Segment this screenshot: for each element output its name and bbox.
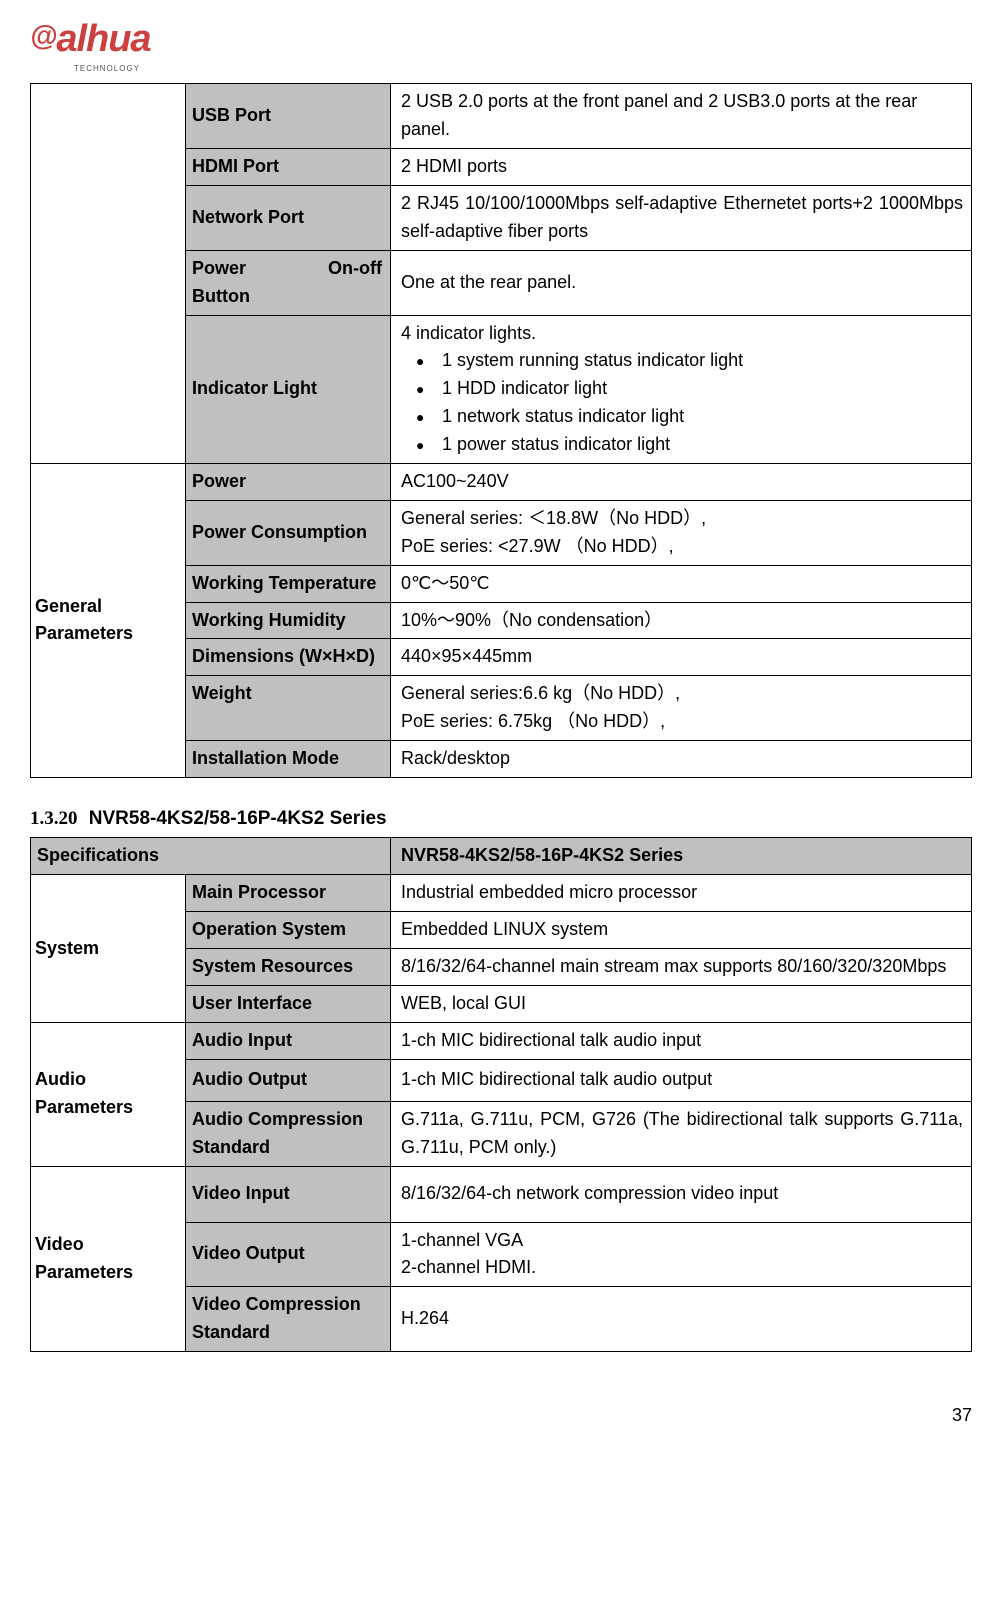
spec-table-1: USB Port 2 USB 2.0 ports at the front pa… bbox=[30, 83, 972, 778]
param-label: Dimensions (W×H×D) bbox=[186, 639, 391, 676]
param-label: Working Humidity bbox=[186, 602, 391, 639]
table-row: USB Port 2 USB 2.0 ports at the front pa… bbox=[31, 84, 972, 149]
param-label: Network Port bbox=[186, 185, 391, 250]
param-value: 2 HDMI ports bbox=[391, 149, 972, 186]
param-value: 4 indicator lights. 1 system running sta… bbox=[391, 315, 972, 463]
brand-logo: @alhua TECHNOLOGY bbox=[30, 10, 972, 75]
param-label: Audio Input bbox=[186, 1022, 391, 1059]
category-label: Audio Parameters bbox=[31, 1022, 186, 1166]
param-value: 2 RJ45 10/100/1000Mbps self-adaptive Eth… bbox=[391, 185, 972, 250]
param-value: 0℃～50℃ bbox=[391, 565, 972, 602]
list-item: 1 system running status indicator light bbox=[421, 347, 963, 375]
param-value: 1-channel VGA 2-channel HDMI. bbox=[391, 1222, 972, 1287]
param-value: WEB, local GUI bbox=[391, 985, 972, 1022]
category-label: System bbox=[31, 875, 186, 1023]
section-heading: 1.3.20 NVR58-4KS2/58-16P-4KS2 Series bbox=[30, 804, 972, 833]
param-label: Video Compression Standard bbox=[186, 1287, 391, 1352]
param-label: Video Output bbox=[186, 1222, 391, 1287]
section-number: 1.3.20 bbox=[30, 808, 78, 829]
param-value: Industrial embedded micro processor bbox=[391, 875, 972, 912]
spec-table-2: Specifications NVR58-4KS2/58-16P-4KS2 Se… bbox=[30, 837, 972, 1352]
param-value: General series:6.6 kg（No HDD）, PoE serie… bbox=[391, 676, 972, 741]
param-label: Operation System bbox=[186, 912, 391, 949]
param-label: Working Temperature bbox=[186, 565, 391, 602]
table-row: Audio Parameters Audio Input 1-ch MIC bi… bbox=[31, 1022, 972, 1059]
param-value: General series: ＜18.8W（No HDD）, PoE seri… bbox=[391, 500, 972, 565]
param-value: Embedded LINUX system bbox=[391, 912, 972, 949]
table-row: Video Parameters Video Input 8/16/32/64-… bbox=[31, 1166, 972, 1222]
param-label: Video Input bbox=[186, 1166, 391, 1222]
param-value: One at the rear panel. bbox=[391, 250, 972, 315]
param-label: USB Port bbox=[186, 84, 391, 149]
param-label: Weight bbox=[186, 676, 391, 741]
page-number: 37 bbox=[30, 1402, 972, 1430]
param-label: Audio Compression Standard bbox=[186, 1101, 391, 1166]
param-value: AC100~240V bbox=[391, 463, 972, 500]
param-value: G.711a, G.711u, PCM, G726 (The bidirecti… bbox=[391, 1101, 972, 1166]
category-label: Video Parameters bbox=[31, 1166, 186, 1352]
spec-header-label: Specifications bbox=[31, 838, 391, 875]
category-label: General Parameters bbox=[31, 463, 186, 777]
table-row: Specifications NVR58-4KS2/58-16P-4KS2 Se… bbox=[31, 838, 972, 875]
param-value: 10%～90%（No condensation） bbox=[391, 602, 972, 639]
param-value: H.264 bbox=[391, 1287, 972, 1352]
table-row: General Parameters Power AC100~240V bbox=[31, 463, 972, 500]
param-value: 1-ch MIC bidirectional talk audio input bbox=[391, 1022, 972, 1059]
param-label: Main Processor bbox=[186, 875, 391, 912]
param-value: 2 USB 2.0 ports at the front panel and 2… bbox=[391, 84, 972, 149]
param-label: Power Consumption bbox=[186, 500, 391, 565]
list-item: 1 network status indicator light bbox=[421, 403, 963, 431]
param-label: Indicator Light bbox=[186, 315, 391, 463]
param-value: 440×95×445mm bbox=[391, 639, 972, 676]
list-item: 1 HDD indicator light bbox=[421, 375, 963, 403]
param-value: 8/16/32/64-ch network compression video … bbox=[391, 1166, 972, 1222]
param-label: System Resources bbox=[186, 949, 391, 986]
param-value: 1-ch MIC bidirectional talk audio output bbox=[391, 1059, 972, 1101]
table-row: System Main Processor Industrial embedde… bbox=[31, 875, 972, 912]
param-label: PowerOn-off Button bbox=[186, 250, 391, 315]
section-title: NVR58-4KS2/58-16P-4KS2 Series bbox=[89, 808, 387, 829]
param-label: Installation Mode bbox=[186, 741, 391, 778]
param-value: 8/16/32/64-channel main stream max suppo… bbox=[391, 949, 972, 986]
param-label: Audio Output bbox=[186, 1059, 391, 1101]
list-item: 1 power status indicator light bbox=[421, 431, 963, 459]
param-label: Power bbox=[186, 463, 391, 500]
param-label: User Interface bbox=[186, 985, 391, 1022]
param-value: Rack/desktop bbox=[391, 741, 972, 778]
param-label: HDMI Port bbox=[186, 149, 391, 186]
spec-header-value: NVR58-4KS2/58-16P-4KS2 Series bbox=[391, 838, 972, 875]
